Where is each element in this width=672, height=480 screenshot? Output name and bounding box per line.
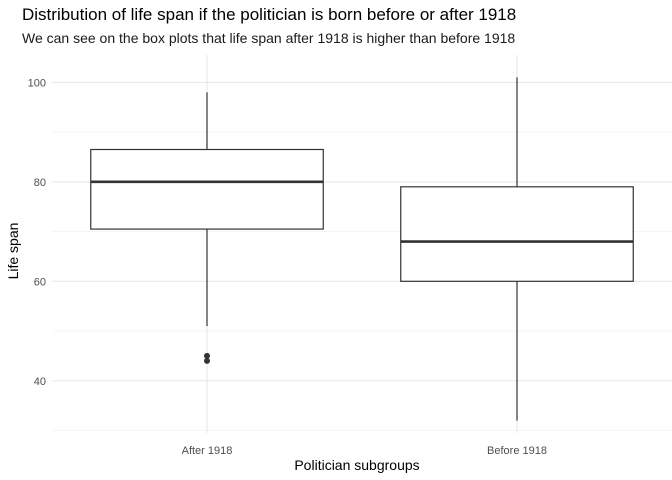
y-tick-label: 80 — [34, 177, 46, 189]
box-iqr — [90, 148, 324, 230]
box-series — [90, 77, 634, 421]
x-tick-label: Before 1918 — [487, 445, 547, 457]
outlier-point — [204, 352, 210, 359]
outlier-point — [204, 357, 210, 364]
box-before-1918 — [400, 77, 634, 421]
y-axis-title: Life span — [5, 223, 21, 280]
x-axis-title: Politician subgroups — [294, 457, 419, 473]
y-tick-label: 100 — [28, 77, 46, 89]
chart-title: Distribution of life span if the politic… — [22, 5, 516, 24]
chart-subtitle: We can see on the box plots that life sp… — [22, 30, 515, 46]
y-axis-ticks: 40 60 80 100 — [28, 77, 46, 387]
box-after-1918 — [90, 92, 324, 364]
y-tick-label: 60 — [34, 276, 46, 288]
y-tick-label: 40 — [34, 376, 46, 388]
x-tick-label: After 1918 — [182, 445, 233, 457]
box-iqr — [400, 186, 634, 282]
x-axis-ticks: After 1918 Before 1918 — [182, 445, 547, 457]
